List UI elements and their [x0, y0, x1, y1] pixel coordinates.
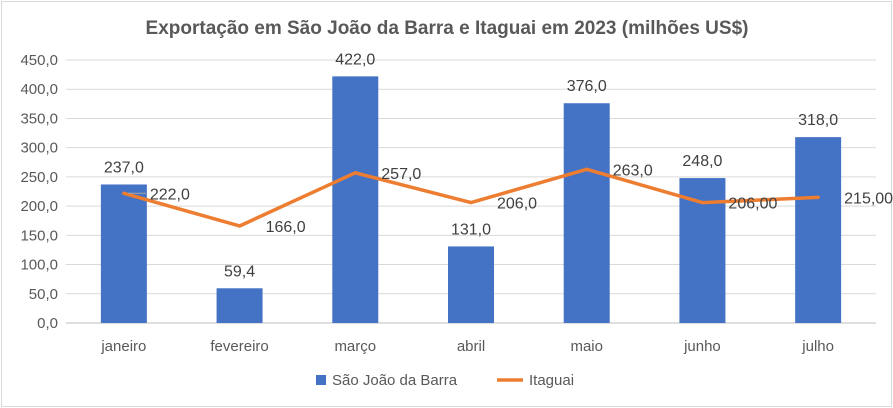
legend-swatch-bar[interactable] [316, 375, 326, 385]
line-series [122, 167, 820, 228]
bar-maio [563, 103, 610, 323]
legend[interactable]: São João da Barra Itaguai [316, 372, 574, 389]
bar-data-label: 59,4 [224, 263, 255, 280]
legend-label-bar[interactable]: São João da Barra [332, 372, 458, 389]
y-tick-label: 150,0 [20, 227, 58, 244]
bar-fevereiro [216, 288, 263, 323]
x-tick-label: janeiro [100, 338, 146, 355]
line-data-label: 257,0 [381, 166, 421, 183]
y-tick-label: 300,0 [20, 140, 58, 157]
line-data-label: 215,00 [844, 190, 893, 207]
line-point [816, 195, 820, 199]
y-tick-label: 250,0 [20, 169, 58, 186]
bar-data-label: 318,0 [798, 112, 838, 129]
y-tick-label: 350,0 [20, 110, 58, 127]
chart-title: Exportação em São João da Barra e Itagua… [146, 18, 749, 39]
bar-data-label: 422,0 [335, 51, 375, 68]
bar-data-label: 376,0 [567, 78, 607, 95]
bar-março [332, 76, 379, 323]
line-point [585, 167, 589, 171]
x-tick-label: abril [457, 338, 485, 355]
line-point [469, 201, 473, 205]
y-axis: 0,0 50,0 100,0 150,0 200,0 250,0 300,0 350,0 400… [20, 52, 58, 332]
y-tick-label: 400,0 [20, 81, 58, 98]
line-data-label: 206,00 [728, 196, 777, 213]
line-point [122, 191, 126, 195]
data-labels: 237,0 59,4 422,0 131,0 376,0 248,0 318,0 222,0 1… [104, 51, 893, 280]
y-tick-label: 100,0 [20, 257, 58, 274]
y-tick-label: 50,0 [29, 286, 58, 303]
line-data-label: 263,0 [613, 162, 653, 179]
x-axis: janeiro fevereiro março abril maio junho julho [100, 338, 834, 355]
line-data-label: 222,0 [150, 186, 190, 203]
y-tick-label: 0,0 [37, 315, 58, 332]
x-tick-label: maio [570, 338, 603, 355]
line-data-label: 166,0 [266, 219, 306, 236]
bar-julho [795, 137, 842, 323]
bar-janeiro [100, 184, 147, 323]
x-tick-label: fevereiro [210, 338, 268, 355]
gridlines [66, 59, 876, 324]
bar-data-label: 248,0 [682, 153, 722, 170]
x-tick-label: março [334, 338, 376, 355]
line-data-label: 206,0 [497, 196, 537, 213]
x-tick-label: julho [801, 338, 834, 355]
x-tick-label: junho [683, 338, 721, 355]
bar-abril [448, 246, 494, 323]
legend-label-line[interactable]: Itaguai [529, 372, 574, 389]
bar-junho [679, 178, 726, 323]
line-point [700, 201, 704, 205]
y-tick-label: 200,0 [20, 198, 58, 215]
y-tick-label: 450,0 [20, 52, 58, 69]
bar-data-label: 237,0 [104, 159, 144, 176]
line-point [353, 171, 357, 175]
line-point [238, 224, 242, 228]
bar-data-label: 131,0 [451, 221, 491, 238]
